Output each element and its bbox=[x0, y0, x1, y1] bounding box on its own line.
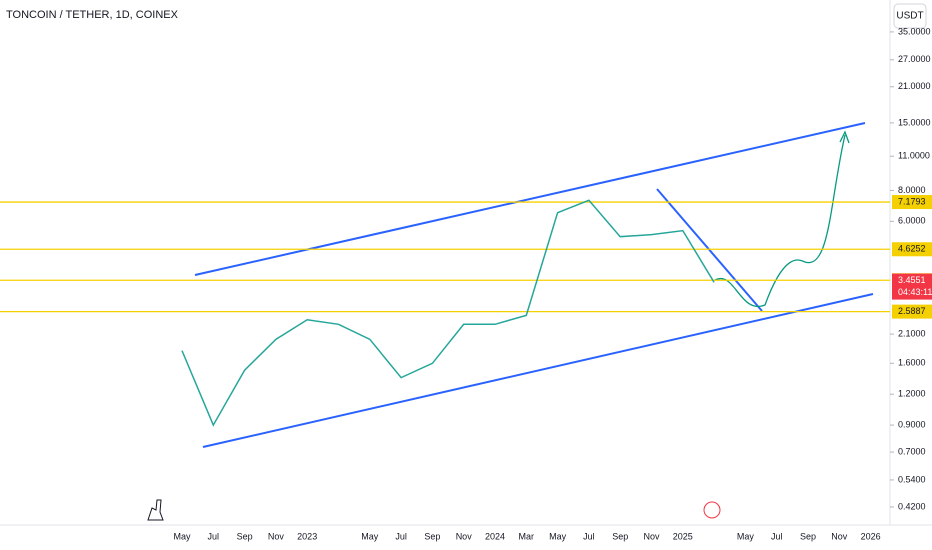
y-tick-label: 0.4200 bbox=[898, 501, 926, 511]
x-tick-label: Jul bbox=[208, 531, 220, 541]
level-label: 4.6252 bbox=[898, 244, 926, 254]
x-tick-label: May bbox=[737, 531, 755, 541]
lower-trendline bbox=[202, 293, 874, 448]
currency-label[interactable]: USDT bbox=[896, 11, 923, 22]
x-tick-label: May bbox=[173, 531, 191, 541]
y-tick-label: 0.9000 bbox=[898, 419, 926, 429]
event-icon[interactable] bbox=[703, 501, 721, 519]
y-tick-label: 2.1000 bbox=[898, 328, 926, 338]
x-tick-label: 2025 bbox=[673, 531, 693, 541]
projection-arrow bbox=[839, 130, 850, 144]
x-tick-label: Sep bbox=[800, 531, 816, 541]
level-label: 7.1793 bbox=[898, 196, 926, 206]
x-tick-label: Jul bbox=[771, 531, 783, 541]
y-tick-label: 1.6000 bbox=[898, 358, 926, 368]
x-tick-label: Nov bbox=[268, 531, 285, 541]
y-tick-label: 15.0000 bbox=[898, 117, 931, 127]
y-tick-label: 1.2000 bbox=[898, 389, 926, 399]
x-tick-label: 2024 bbox=[485, 531, 505, 541]
down-trendline bbox=[656, 188, 763, 312]
y-tick-label: 35.0000 bbox=[898, 26, 931, 36]
logo-icon bbox=[147, 499, 164, 521]
level-label: 2.5887 bbox=[898, 306, 926, 316]
y-tick-label: 11.0000 bbox=[898, 151, 930, 161]
x-tick-label: May bbox=[549, 531, 567, 541]
x-tick-label: Nov bbox=[643, 531, 660, 541]
x-tick-label: Sep bbox=[612, 531, 628, 541]
x-tick-label: Nov bbox=[456, 531, 473, 541]
last-price-badge bbox=[892, 273, 932, 300]
countdown-label: 04:43:11 bbox=[898, 287, 932, 297]
level-badge bbox=[892, 195, 932, 210]
y-tick-label: 0.7000 bbox=[898, 446, 926, 456]
y-tick-label: 21.0000 bbox=[898, 81, 931, 91]
x-tick-label: Sep bbox=[424, 531, 440, 541]
x-tick-label: 2026 bbox=[861, 531, 881, 541]
x-tick-label: Nov bbox=[831, 531, 848, 541]
y-tick-label: 8.0000 bbox=[898, 185, 926, 195]
last-price-label: 3.4551 bbox=[898, 275, 926, 285]
projection-path bbox=[714, 134, 846, 308]
x-tick-label: Jul bbox=[395, 531, 407, 541]
price-line bbox=[181, 199, 715, 427]
x-tick-label: Jul bbox=[583, 531, 595, 541]
y-tick-label: 6.0000 bbox=[898, 216, 926, 226]
chart-title: TONCOIN / TETHER, 1D, COINEX bbox=[6, 9, 179, 21]
x-tick-label: Mar bbox=[519, 531, 535, 541]
currency-button[interactable] bbox=[893, 3, 927, 29]
x-tick-label: May bbox=[361, 531, 379, 541]
x-tick-label: 2023 bbox=[297, 531, 317, 541]
x-tick-label: Sep bbox=[237, 531, 253, 541]
y-tick-label: 27.0000 bbox=[898, 54, 931, 64]
y-tick-label: 0.5400 bbox=[898, 474, 926, 484]
level-badge bbox=[892, 304, 932, 319]
level-badge bbox=[892, 242, 932, 257]
